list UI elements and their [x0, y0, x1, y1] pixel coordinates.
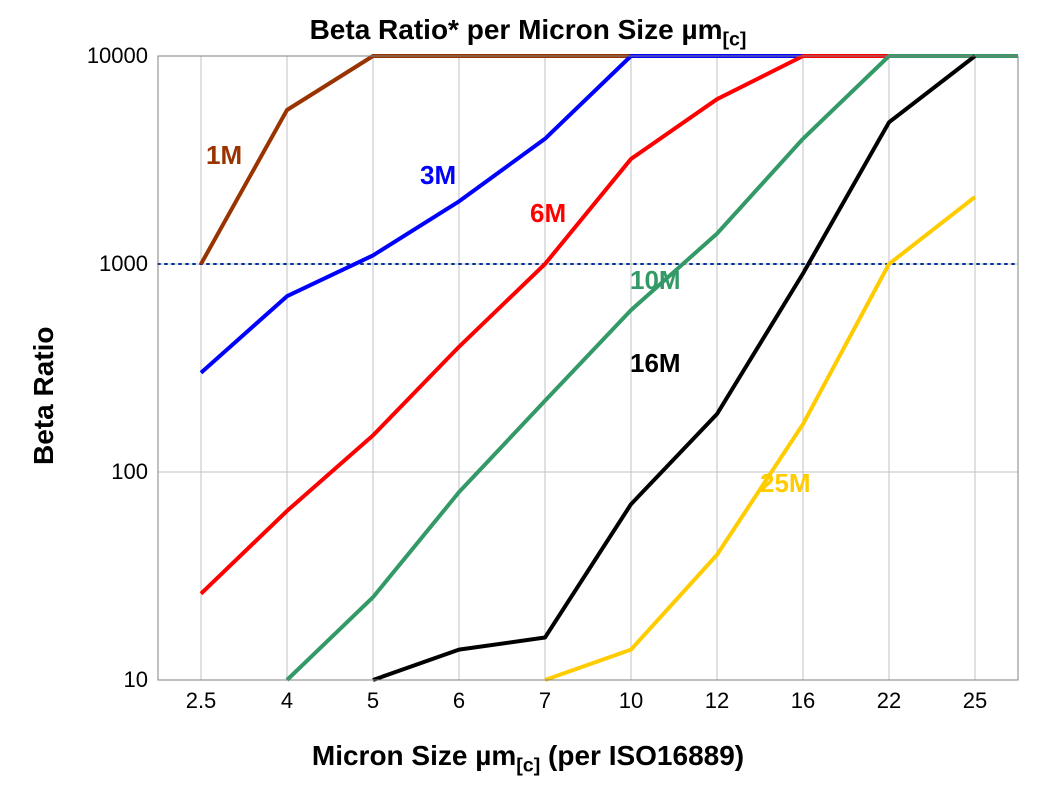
x-tick-label: 4: [281, 688, 293, 714]
series-label-25M: 25M: [760, 468, 811, 499]
x-tick-label: 2.5: [186, 688, 217, 714]
series-label-16M: 16M: [630, 348, 681, 379]
x-tick-label: 5: [367, 688, 379, 714]
series-label-10M: 10M: [630, 265, 681, 296]
y-tick-label: 10000: [0, 43, 148, 69]
x-tick-label: 16: [791, 688, 815, 714]
x-tick-label: 12: [705, 688, 729, 714]
series-label-1M: 1M: [206, 140, 242, 171]
x-tick-label: 25: [963, 688, 987, 714]
series-label-3M: 3M: [420, 160, 456, 191]
x-tick-label: 6: [453, 688, 465, 714]
y-tick-label: 10: [0, 667, 148, 693]
series-label-6M: 6M: [530, 198, 566, 229]
y-tick-label: 100: [0, 459, 148, 485]
x-tick-label: 7: [539, 688, 551, 714]
x-tick-label: 10: [619, 688, 643, 714]
y-tick-label: 1000: [0, 251, 148, 277]
beta-ratio-chart: Beta Ratio* per Micron Size µm[c] Beta R…: [0, 0, 1056, 792]
x-tick-label: 22: [877, 688, 901, 714]
plot-area: [0, 0, 1056, 792]
